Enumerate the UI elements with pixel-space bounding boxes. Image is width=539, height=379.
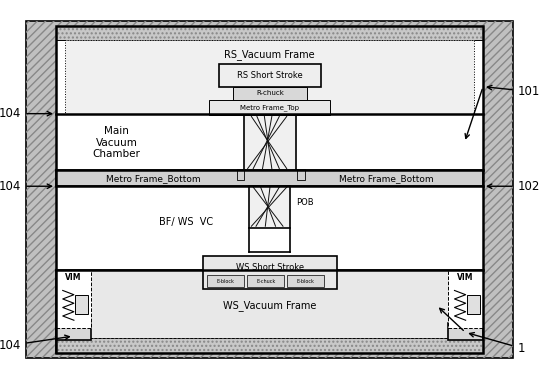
Bar bbox=[56, 26, 483, 353]
Text: WS Short Stroke: WS Short Stroke bbox=[236, 263, 304, 272]
Text: E-chuck: E-chuck bbox=[256, 279, 275, 283]
Bar bbox=[75, 295, 88, 314]
Text: 104: 104 bbox=[0, 335, 70, 352]
Bar bbox=[448, 270, 483, 328]
Bar bbox=[287, 275, 324, 287]
Text: Main
Vacuum
Chamber: Main Vacuum Chamber bbox=[93, 126, 140, 159]
Bar bbox=[56, 270, 91, 328]
Bar bbox=[203, 256, 337, 288]
Text: 104: 104 bbox=[0, 180, 52, 193]
Bar bbox=[250, 186, 291, 228]
Text: 1: 1 bbox=[469, 333, 525, 355]
Bar bbox=[56, 26, 483, 353]
Bar bbox=[56, 270, 483, 353]
Text: Metro Frame_Bottom: Metro Frame_Bottom bbox=[339, 174, 433, 183]
Text: BF/ WS  VC: BF/ WS VC bbox=[159, 217, 213, 227]
Text: Metro Frame_Top: Metro Frame_Top bbox=[240, 104, 300, 111]
Text: RS Short Stroke: RS Short Stroke bbox=[237, 71, 303, 80]
Bar bbox=[219, 64, 321, 87]
Bar bbox=[56, 323, 91, 340]
Text: POB: POB bbox=[296, 198, 314, 207]
Bar bbox=[207, 275, 244, 287]
Bar bbox=[233, 87, 307, 100]
Text: VIM: VIM bbox=[457, 273, 474, 282]
Bar bbox=[210, 100, 330, 114]
Text: 102: 102 bbox=[487, 180, 539, 193]
Text: 104: 104 bbox=[0, 107, 52, 120]
Bar bbox=[467, 295, 480, 314]
Bar bbox=[244, 114, 295, 171]
Bar bbox=[56, 26, 483, 40]
Bar bbox=[237, 169, 244, 180]
Bar bbox=[448, 323, 483, 340]
Text: 101: 101 bbox=[487, 85, 539, 98]
Bar bbox=[247, 275, 285, 287]
Text: Metro Frame_Bottom: Metro Frame_Bottom bbox=[106, 174, 201, 183]
Bar bbox=[298, 169, 305, 180]
Text: VIM: VIM bbox=[65, 273, 82, 282]
Text: E-block: E-block bbox=[297, 279, 315, 283]
Bar bbox=[56, 338, 483, 353]
Text: R-chuck: R-chuck bbox=[256, 90, 284, 96]
Bar bbox=[56, 26, 483, 40]
Text: E-block: E-block bbox=[217, 279, 234, 283]
Bar bbox=[56, 338, 483, 353]
Bar bbox=[65, 40, 474, 114]
Text: WS_Vacuum Frame: WS_Vacuum Frame bbox=[223, 300, 316, 311]
Bar bbox=[56, 171, 483, 186]
Text: RS_Vacuum Frame: RS_Vacuum Frame bbox=[224, 49, 315, 60]
